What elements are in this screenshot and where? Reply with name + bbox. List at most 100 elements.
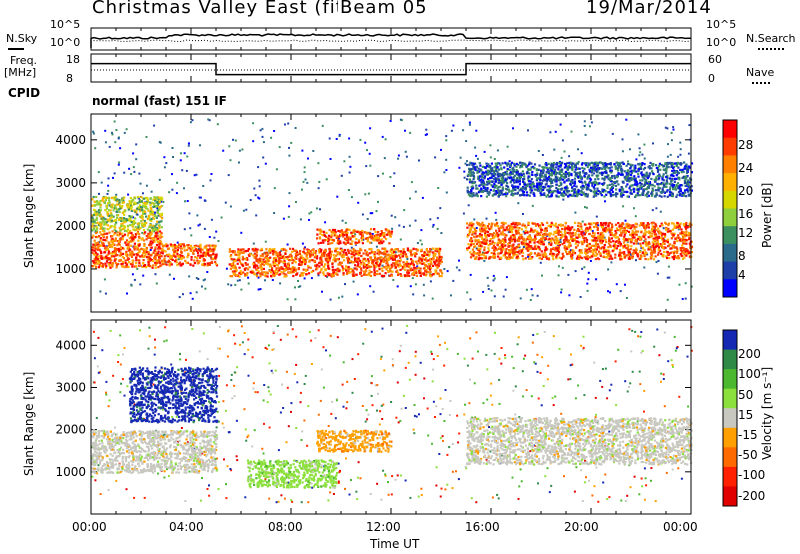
range-gate-cell xyxy=(528,230,531,233)
range-gate-cell xyxy=(688,242,691,245)
range-gate-cell xyxy=(583,233,586,236)
range-gate-cell xyxy=(192,264,195,267)
range-gate-cell xyxy=(634,215,637,218)
range-gate-cell xyxy=(145,215,148,218)
range-gate-cell xyxy=(122,252,125,255)
range-gate-cell xyxy=(91,251,94,254)
range-gate-cell xyxy=(671,164,673,167)
range-gate-cell xyxy=(118,231,121,234)
range-gate-cell xyxy=(684,227,688,231)
range-gate-cell xyxy=(125,250,128,253)
range-gate-cell xyxy=(174,255,177,258)
range-gate-cell xyxy=(593,172,595,175)
range-gate-cell xyxy=(113,243,116,246)
range-gate-cell xyxy=(210,254,213,257)
range-gate-cell xyxy=(421,272,424,275)
range-gate-cell xyxy=(440,148,442,151)
range-gate-cell xyxy=(337,237,340,240)
range-gate-cell xyxy=(574,242,577,245)
range-gate-cell xyxy=(637,238,640,241)
range-gate-cell xyxy=(256,272,259,275)
range-gate-cell xyxy=(110,259,113,262)
range-gate-cell xyxy=(263,271,266,274)
range-gate-cell xyxy=(559,123,562,126)
range-gate-cell xyxy=(282,261,285,264)
range-gate-cell xyxy=(301,149,304,152)
range-gate-cell xyxy=(186,155,189,158)
range-gate-cell xyxy=(561,266,564,269)
range-gate-cell xyxy=(357,264,360,267)
range-gate-cell xyxy=(102,216,105,220)
range-gate-cell xyxy=(131,200,134,203)
range-gate-cell xyxy=(157,241,160,244)
range-gate-cell xyxy=(440,275,443,278)
range-gate-cell xyxy=(345,229,348,233)
range-gate-cell xyxy=(653,249,656,252)
range-gate-cell xyxy=(142,229,146,232)
range-gate-cell xyxy=(105,239,108,242)
range-gate-cell xyxy=(390,230,394,233)
range-gate-cell xyxy=(601,168,604,170)
range-gate-cell xyxy=(279,282,282,285)
range-gate-cell xyxy=(500,222,503,225)
range-gate-cell xyxy=(324,257,327,260)
range-gate-cell xyxy=(369,274,373,277)
range-gate-cell xyxy=(563,229,567,232)
range-gate-cell xyxy=(332,230,335,233)
range-gate-cell xyxy=(114,218,117,222)
range-gate-cell xyxy=(662,227,665,230)
range-gate-cell xyxy=(110,225,113,228)
range-gate-cell xyxy=(93,208,96,211)
range-gate-cell xyxy=(470,243,473,246)
range-gate-cell xyxy=(214,244,217,247)
range-gate-cell xyxy=(579,222,582,225)
range-gate-cell xyxy=(159,205,162,208)
range-gate-cell xyxy=(576,255,579,258)
range-gate-cell xyxy=(414,255,417,258)
range-gate-cell xyxy=(583,266,586,269)
range-gate-cell xyxy=(635,225,638,229)
range-gate-cell xyxy=(336,267,339,270)
range-gate-cell xyxy=(247,276,250,279)
range-gate-cell xyxy=(295,273,298,276)
range-gate-cell xyxy=(319,258,322,261)
range-gate-cell xyxy=(265,248,268,251)
range-gate-cell xyxy=(665,227,668,230)
range-gate-cell xyxy=(597,224,600,227)
range-gate-cell xyxy=(230,250,233,253)
range-gate-cell xyxy=(504,252,508,255)
range-gate-cell xyxy=(644,224,647,227)
range-gate-cell xyxy=(236,279,239,282)
range-gate-cell xyxy=(619,248,622,252)
range-gate-cell xyxy=(156,234,159,237)
range-gate-cell xyxy=(116,210,119,213)
range-gate-cell xyxy=(352,249,356,252)
range-gate-cell xyxy=(93,227,96,230)
range-gate-cell xyxy=(178,296,181,299)
range-gate-cell xyxy=(652,142,654,145)
range-gate-cell xyxy=(399,259,402,262)
range-gate-cell xyxy=(643,240,646,243)
range-gate-cell xyxy=(424,133,427,136)
range-gate-cell xyxy=(473,235,476,238)
range-gate-cell xyxy=(363,262,366,265)
range-gate-cell xyxy=(211,244,214,247)
range-gate-cell xyxy=(520,249,523,252)
range-gate-cell xyxy=(533,222,536,225)
range-gate-cell xyxy=(626,240,629,243)
range-gate-cell xyxy=(100,223,103,226)
range-gate-cell xyxy=(587,243,590,246)
range-gate-cell xyxy=(249,270,252,273)
range-gate-cell xyxy=(667,265,670,268)
range-gate-cell xyxy=(195,277,198,279)
range-gate-cell xyxy=(207,250,210,254)
range-gate-cell xyxy=(536,231,539,235)
range-gate-cell xyxy=(114,231,117,234)
range-gate-cell xyxy=(419,267,422,270)
range-gate-cell xyxy=(477,253,480,256)
range-gate-cell xyxy=(205,247,208,250)
range-gate-cell xyxy=(440,260,443,263)
range-gate-cell xyxy=(495,248,498,251)
range-gate-cell xyxy=(657,248,660,251)
range-gate-cell xyxy=(276,260,279,263)
